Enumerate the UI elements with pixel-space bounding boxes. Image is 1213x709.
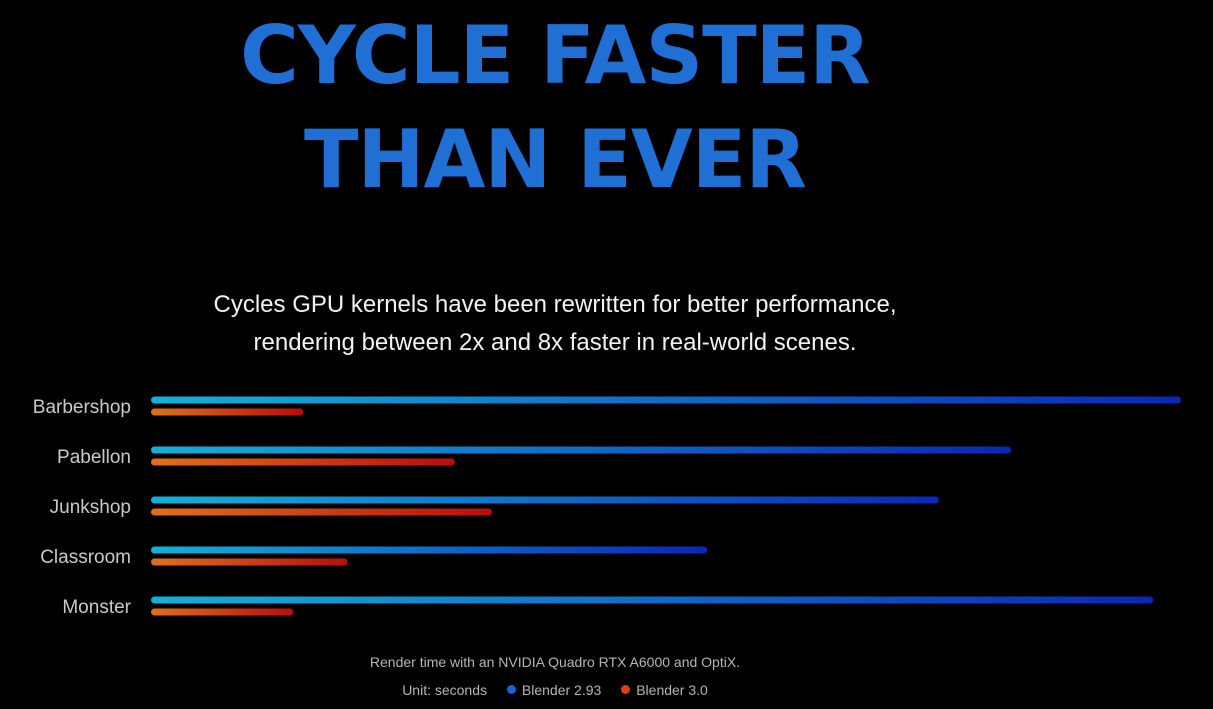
legend-label-blender-293: Blender 2.93 bbox=[521, 682, 602, 698]
legend-dot-blender-293 bbox=[506, 685, 516, 694]
bar-classroom-blender-293 bbox=[151, 546, 708, 554]
legend-unit-label: Unit: seconds bbox=[402, 682, 488, 698]
bar-junkshop-blender-293 bbox=[151, 496, 939, 504]
headline-line-2: THAN EVER bbox=[303, 113, 807, 206]
legend-dot-blender-30 bbox=[621, 685, 631, 694]
bar-junkshop-blender-30 bbox=[151, 508, 492, 516]
bar-monster-blender-30 bbox=[151, 608, 294, 616]
headline: CYCLE FASTER THAN EVER bbox=[0, 4, 1110, 212]
headline-line-1: CYCLE FASTER bbox=[240, 9, 871, 102]
legend-item-blender-293: Blender 2.93 bbox=[506, 682, 602, 698]
bar-pabellon-blender-293 bbox=[151, 446, 1012, 454]
legend-label-blender-30: Blender 3.0 bbox=[636, 682, 708, 698]
subtitle: Cycles GPU kernels have been rewritten f… bbox=[0, 286, 1110, 362]
chart-legend: Unit: seconds Blender 2.93 Blender 3.0 bbox=[0, 682, 1110, 698]
render-time-chart: Barbershop Pabellon Junkshop Classroom Monst… bbox=[33, 396, 1181, 618]
bar-monster-blender-293 bbox=[151, 596, 1154, 604]
category-label-junkshop: Junkshop bbox=[50, 497, 131, 518]
bar-barbershop-blender-293 bbox=[151, 396, 1181, 404]
chart-footnote: Render time with an NVIDIA Quadro RTX A6… bbox=[369, 654, 741, 670]
subtitle-line-1: Cycles GPU kernels have been rewritten f… bbox=[213, 291, 897, 318]
bar-pabellon-blender-30 bbox=[151, 458, 455, 466]
legend-item-blender-30: Blender 3.0 bbox=[621, 682, 708, 698]
subtitle-line-2: rendering between 2x and 8x faster in re… bbox=[253, 329, 857, 356]
bar-barbershop-blender-30 bbox=[151, 408, 304, 416]
category-label-pabellon: Pabellon bbox=[57, 447, 131, 468]
bar-classroom-blender-30 bbox=[151, 558, 348, 566]
category-label-classroom: Classroom bbox=[40, 547, 131, 568]
category-label-monster: Monster bbox=[62, 597, 131, 618]
category-label-barbershop: Barbershop bbox=[33, 397, 131, 418]
